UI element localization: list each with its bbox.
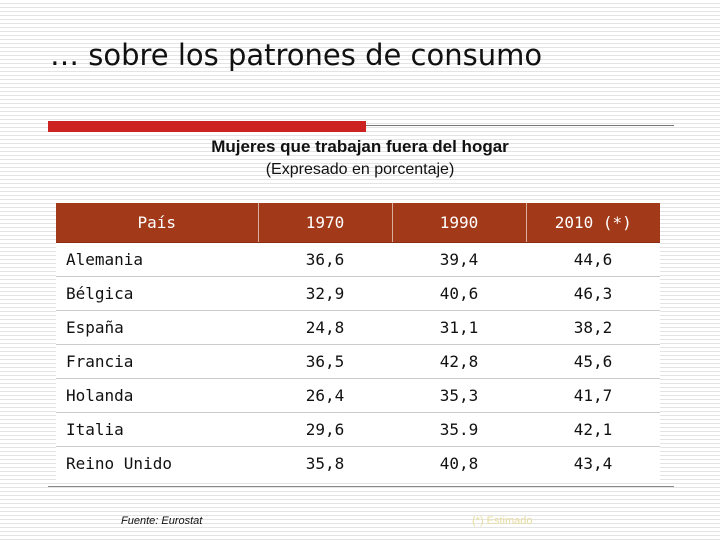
estimate-footnote: (*) Estimado (472, 515, 533, 527)
cell-value: 31,1 (392, 310, 526, 345)
header-1990: 1990 (392, 203, 527, 243)
cell-value: 36,6 (258, 242, 392, 277)
cell-value: 44,6 (526, 242, 660, 277)
title-divider-line (366, 125, 674, 126)
table-row: Bélgica 32,9 40,6 46,3 (56, 276, 660, 311)
cell-country: Bélgica (56, 276, 258, 311)
header-country: País (56, 203, 259, 243)
table-header-row: País 1970 1990 2010 (*) (56, 203, 660, 243)
table-row: Francia 36,5 42,8 45,6 (56, 344, 660, 379)
source-note: Fuente: Eurostat (121, 515, 203, 527)
data-table: País 1970 1990 2010 (*) Alemania 36,6 39… (56, 203, 660, 480)
cell-country: Reino Unido (66, 454, 172, 473)
table-row: Reino Unido 35,8 40,8 43,4 (56, 447, 660, 481)
cell-value: 45,6 (526, 344, 660, 379)
cell-value: 36,5 (258, 344, 392, 379)
cell-country: España (56, 310, 258, 345)
cell-value: 46,3 (526, 276, 660, 311)
header-2010: 2010 (*) (526, 203, 660, 243)
cell-value: 29,6 (258, 412, 392, 447)
header-1970: 1970 (258, 203, 393, 243)
cell-value: 41,7 (526, 378, 660, 413)
table-row: Alemania 36,6 39,4 44,6 (56, 242, 660, 277)
cell-country: Italia (56, 412, 258, 447)
table-row: Holanda 26,4 35,3 41,7 (56, 378, 660, 413)
cell-value: 24,8 (258, 310, 392, 345)
cell-value: 40,6 (392, 276, 526, 311)
cell-country: Francia (56, 344, 258, 379)
table-title: Mujeres que trabajan fuera del hogar (211, 137, 509, 156)
cell-value: 35,8 (305, 454, 345, 473)
cell-value: 35,3 (392, 378, 526, 413)
cell-value: 35.9 (392, 412, 526, 447)
footer-divider-line (48, 486, 674, 487)
table-row: España 24,8 31,1 38,2 (56, 310, 660, 345)
cell-value: 42,1 (526, 412, 660, 447)
cell-country: Holanda (56, 378, 258, 413)
cell-value: 38,2 (526, 310, 660, 345)
cell-value: 42,8 (392, 344, 526, 379)
title-accent-bar (48, 121, 366, 132)
cell-value: 39,4 (392, 242, 526, 277)
cell-value: 40,8 (439, 454, 479, 473)
cell-value: 32,9 (258, 276, 392, 311)
table-row: Italia 29,6 35.9 42,1 (56, 412, 660, 447)
slide-title: … sobre los patrones de consumo (50, 38, 543, 72)
cell-value: 26,4 (258, 378, 392, 413)
cell-country: Alemania (56, 242, 258, 277)
cell-value: 43,4 (573, 454, 613, 473)
table-subtitle: (Expresado en porcentaje) (265, 161, 455, 178)
